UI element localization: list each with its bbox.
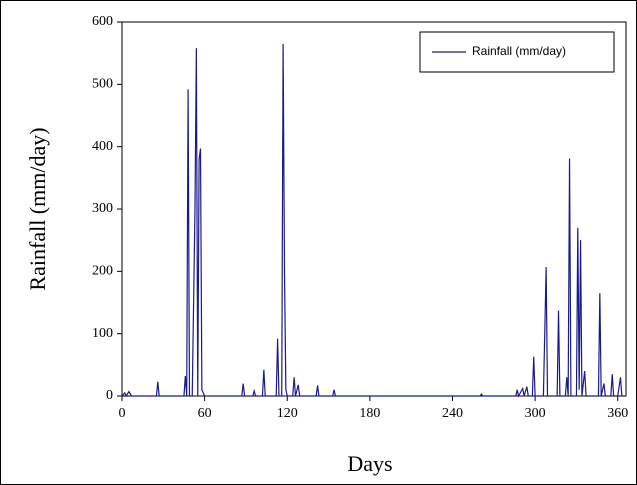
x-tick-label: 240 — [442, 406, 463, 421]
x-tick-label: 300 — [525, 406, 546, 421]
y-axis-title: Rainfall (mm/day) — [25, 127, 50, 290]
y-tick-label: 300 — [92, 201, 113, 216]
x-tick-label: 120 — [277, 406, 298, 421]
data-line — [121, 43, 626, 398]
x-tick-label: 360 — [607, 406, 628, 421]
x-axis-title: Days — [347, 451, 392, 476]
y-tick-label: 500 — [92, 77, 113, 92]
y-tick-label: 0 — [106, 388, 113, 403]
x-tick-label: 0 — [119, 406, 126, 421]
legend-label: Rainfall (mm/day) — [472, 44, 566, 58]
y-tick-label: 600 — [92, 14, 113, 29]
x-tick-label: 60 — [198, 406, 212, 421]
y-tick-label: 200 — [92, 264, 113, 279]
y-tick-label: 400 — [92, 139, 113, 154]
x-tick-label: 180 — [359, 406, 380, 421]
y-tick-label: 100 — [92, 326, 113, 341]
